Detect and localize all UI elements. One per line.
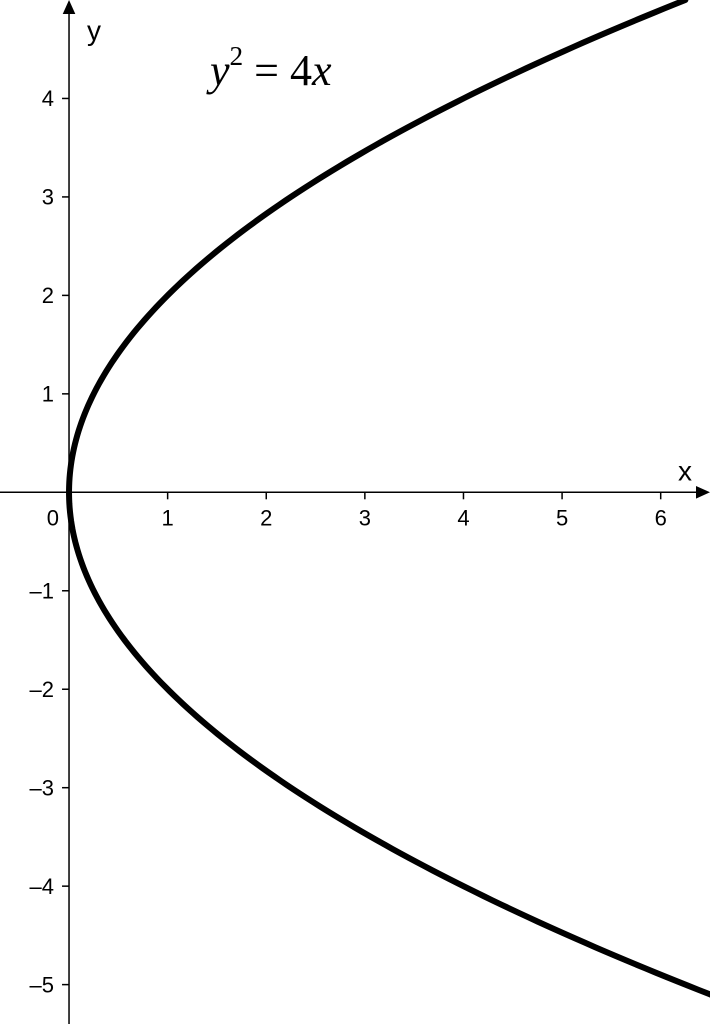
x-tick-label: 3	[359, 505, 371, 530]
y-axis-name: y	[87, 15, 101, 46]
x-axis-name: x	[678, 455, 692, 486]
x-tick-label: 5	[556, 505, 568, 530]
parabola-chart: 0 1 2 3 4 5 6 –5 –4 –3 –2 –1 1 2 3 4 x y y2 = 4x	[0, 0, 710, 1024]
y-tick-label: 4	[42, 86, 54, 111]
x-tick-label: 2	[260, 505, 272, 530]
y-tick-label: 3	[42, 185, 54, 210]
y-tick-label: –3	[30, 775, 54, 800]
y-tick-label: 1	[42, 382, 54, 407]
y-tick-label: –4	[30, 874, 54, 899]
equation-label: y2 = 4x	[206, 41, 332, 95]
x-tick-label: 6	[655, 505, 667, 530]
y-tick-label: 2	[42, 283, 54, 308]
y-tick-label: –2	[30, 677, 54, 702]
y-tick-label: –5	[30, 972, 54, 997]
x-tick-label: 0	[47, 505, 59, 530]
x-tick-label: 4	[457, 505, 469, 530]
x-tick-label: 1	[162, 505, 174, 530]
y-tick-label: –1	[30, 578, 54, 603]
